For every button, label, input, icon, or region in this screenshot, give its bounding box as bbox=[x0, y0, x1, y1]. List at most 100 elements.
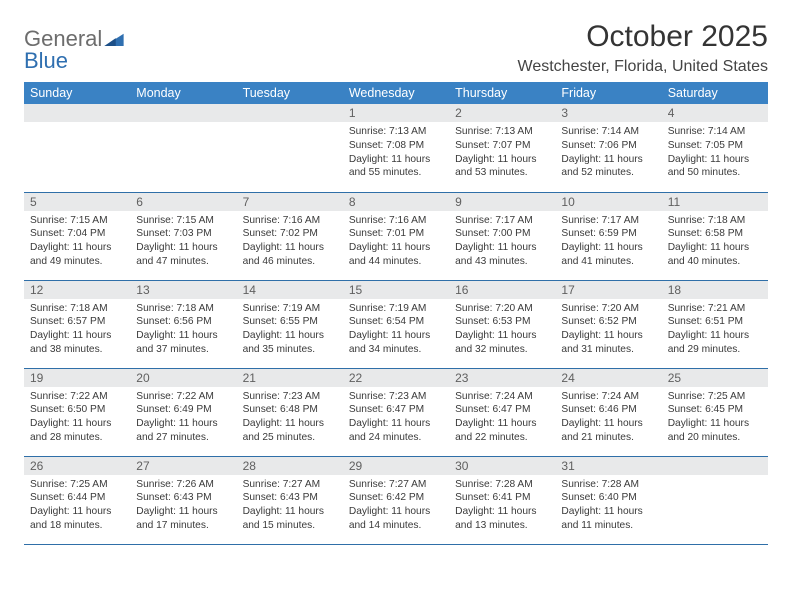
calendar-cell: 15Sunrise: 7:19 AMSunset: 6:54 PMDayligh… bbox=[343, 280, 449, 368]
daylight-text: Daylight: 11 hours and 38 minutes. bbox=[30, 329, 124, 357]
daylight-text: Daylight: 11 hours and 40 minutes. bbox=[668, 241, 762, 269]
cell-body: Sunrise: 7:19 AMSunset: 6:55 PMDaylight:… bbox=[237, 299, 343, 361]
date-number: 31 bbox=[555, 457, 661, 475]
cell-body: Sunrise: 7:20 AMSunset: 6:52 PMDaylight:… bbox=[555, 299, 661, 361]
calendar-table: Sunday Monday Tuesday Wednesday Thursday… bbox=[24, 82, 768, 545]
date-number: 25 bbox=[662, 369, 768, 387]
calendar-row: 5Sunrise: 7:15 AMSunset: 7:04 PMDaylight… bbox=[24, 192, 768, 280]
cell-body: Sunrise: 7:19 AMSunset: 6:54 PMDaylight:… bbox=[343, 299, 449, 361]
date-number: 8 bbox=[343, 193, 449, 211]
calendar-cell: 14Sunrise: 7:19 AMSunset: 6:55 PMDayligh… bbox=[237, 280, 343, 368]
sunrise-text: Sunrise: 7:18 AM bbox=[136, 302, 230, 316]
daylight-text: Daylight: 11 hours and 55 minutes. bbox=[349, 153, 443, 181]
cell-body: Sunrise: 7:25 AMSunset: 6:44 PMDaylight:… bbox=[24, 475, 130, 537]
logo-blue: Blue bbox=[24, 50, 124, 72]
calendar-cell: 11Sunrise: 7:18 AMSunset: 6:58 PMDayligh… bbox=[662, 192, 768, 280]
cell-body: Sunrise: 7:23 AMSunset: 6:48 PMDaylight:… bbox=[237, 387, 343, 449]
header: GeneralBlue October 2025 Westchester, Fl… bbox=[24, 20, 768, 76]
cell-body bbox=[662, 475, 768, 535]
daylight-text: Daylight: 11 hours and 11 minutes. bbox=[561, 505, 655, 533]
date-number: 20 bbox=[130, 369, 236, 387]
calendar-cell: 26Sunrise: 7:25 AMSunset: 6:44 PMDayligh… bbox=[24, 456, 130, 544]
sunrise-text: Sunrise: 7:14 AM bbox=[668, 125, 762, 139]
daylight-text: Daylight: 11 hours and 34 minutes. bbox=[349, 329, 443, 357]
calendar-row: 1Sunrise: 7:13 AMSunset: 7:08 PMDaylight… bbox=[24, 104, 768, 192]
daylight-text: Daylight: 11 hours and 22 minutes. bbox=[455, 417, 549, 445]
day-header: Sunday bbox=[24, 82, 130, 104]
sunset-text: Sunset: 7:00 PM bbox=[455, 227, 549, 241]
sunrise-text: Sunrise: 7:24 AM bbox=[455, 390, 549, 404]
calendar-cell-empty bbox=[130, 104, 236, 192]
day-header: Tuesday bbox=[237, 82, 343, 104]
sunrise-text: Sunrise: 7:20 AM bbox=[561, 302, 655, 316]
sunrise-text: Sunrise: 7:28 AM bbox=[455, 478, 549, 492]
day-header: Thursday bbox=[449, 82, 555, 104]
calendar-cell: 3Sunrise: 7:14 AMSunset: 7:06 PMDaylight… bbox=[555, 104, 661, 192]
sunrise-text: Sunrise: 7:26 AM bbox=[136, 478, 230, 492]
sunrise-text: Sunrise: 7:25 AM bbox=[30, 478, 124, 492]
sunset-text: Sunset: 6:48 PM bbox=[243, 403, 337, 417]
daylight-text: Daylight: 11 hours and 35 minutes. bbox=[243, 329, 337, 357]
daylight-text: Daylight: 11 hours and 47 minutes. bbox=[136, 241, 230, 269]
date-number bbox=[24, 104, 130, 122]
calendar-row: 19Sunrise: 7:22 AMSunset: 6:50 PMDayligh… bbox=[24, 368, 768, 456]
sunset-text: Sunset: 6:55 PM bbox=[243, 315, 337, 329]
cell-body: Sunrise: 7:24 AMSunset: 6:47 PMDaylight:… bbox=[449, 387, 555, 449]
cell-body bbox=[130, 122, 236, 182]
cell-body: Sunrise: 7:13 AMSunset: 7:07 PMDaylight:… bbox=[449, 122, 555, 184]
daylight-text: Daylight: 11 hours and 21 minutes. bbox=[561, 417, 655, 445]
date-number: 4 bbox=[662, 104, 768, 122]
daylight-text: Daylight: 11 hours and 17 minutes. bbox=[136, 505, 230, 533]
date-number bbox=[662, 457, 768, 475]
cell-body: Sunrise: 7:28 AMSunset: 6:41 PMDaylight:… bbox=[449, 475, 555, 537]
sunset-text: Sunset: 6:47 PM bbox=[455, 403, 549, 417]
sunset-text: Sunset: 6:54 PM bbox=[349, 315, 443, 329]
logo-general: General bbox=[24, 28, 102, 50]
calendar-cell: 25Sunrise: 7:25 AMSunset: 6:45 PMDayligh… bbox=[662, 368, 768, 456]
cell-body: Sunrise: 7:14 AMSunset: 7:06 PMDaylight:… bbox=[555, 122, 661, 184]
daylight-text: Daylight: 11 hours and 25 minutes. bbox=[243, 417, 337, 445]
date-number: 29 bbox=[343, 457, 449, 475]
calendar-cell: 29Sunrise: 7:27 AMSunset: 6:42 PMDayligh… bbox=[343, 456, 449, 544]
calendar-cell: 19Sunrise: 7:22 AMSunset: 6:50 PMDayligh… bbox=[24, 368, 130, 456]
sunset-text: Sunset: 6:53 PM bbox=[455, 315, 549, 329]
sunset-text: Sunset: 6:44 PM bbox=[30, 491, 124, 505]
date-number: 6 bbox=[130, 193, 236, 211]
date-number: 16 bbox=[449, 281, 555, 299]
sunrise-text: Sunrise: 7:17 AM bbox=[561, 214, 655, 228]
sunset-text: Sunset: 7:06 PM bbox=[561, 139, 655, 153]
daylight-text: Daylight: 11 hours and 41 minutes. bbox=[561, 241, 655, 269]
calendar-cell: 8Sunrise: 7:16 AMSunset: 7:01 PMDaylight… bbox=[343, 192, 449, 280]
cell-body: Sunrise: 7:28 AMSunset: 6:40 PMDaylight:… bbox=[555, 475, 661, 537]
sunset-text: Sunset: 6:43 PM bbox=[243, 491, 337, 505]
logo-triangle-icon bbox=[104, 32, 124, 50]
sunset-text: Sunset: 7:07 PM bbox=[455, 139, 549, 153]
cell-body: Sunrise: 7:18 AMSunset: 6:58 PMDaylight:… bbox=[662, 211, 768, 273]
calendar-cell: 28Sunrise: 7:27 AMSunset: 6:43 PMDayligh… bbox=[237, 456, 343, 544]
sunrise-text: Sunrise: 7:22 AM bbox=[30, 390, 124, 404]
sunset-text: Sunset: 7:03 PM bbox=[136, 227, 230, 241]
daylight-text: Daylight: 11 hours and 52 minutes. bbox=[561, 153, 655, 181]
cell-body: Sunrise: 7:21 AMSunset: 6:51 PMDaylight:… bbox=[662, 299, 768, 361]
sunset-text: Sunset: 7:05 PM bbox=[668, 139, 762, 153]
sunset-text: Sunset: 6:51 PM bbox=[668, 315, 762, 329]
sunrise-text: Sunrise: 7:23 AM bbox=[349, 390, 443, 404]
calendar-cell: 10Sunrise: 7:17 AMSunset: 6:59 PMDayligh… bbox=[555, 192, 661, 280]
daylight-text: Daylight: 11 hours and 44 minutes. bbox=[349, 241, 443, 269]
sunset-text: Sunset: 6:50 PM bbox=[30, 403, 124, 417]
sunset-text: Sunset: 6:45 PM bbox=[668, 403, 762, 417]
sunrise-text: Sunrise: 7:21 AM bbox=[668, 302, 762, 316]
cell-body: Sunrise: 7:22 AMSunset: 6:50 PMDaylight:… bbox=[24, 387, 130, 449]
daylight-text: Daylight: 11 hours and 53 minutes. bbox=[455, 153, 549, 181]
calendar-row: 12Sunrise: 7:18 AMSunset: 6:57 PMDayligh… bbox=[24, 280, 768, 368]
sunrise-text: Sunrise: 7:25 AM bbox=[668, 390, 762, 404]
cell-body: Sunrise: 7:25 AMSunset: 6:45 PMDaylight:… bbox=[662, 387, 768, 449]
daylight-text: Daylight: 11 hours and 24 minutes. bbox=[349, 417, 443, 445]
calendar-cell: 4Sunrise: 7:14 AMSunset: 7:05 PMDaylight… bbox=[662, 104, 768, 192]
date-number: 9 bbox=[449, 193, 555, 211]
cell-body: Sunrise: 7:17 AMSunset: 7:00 PMDaylight:… bbox=[449, 211, 555, 273]
calendar-cell: 17Sunrise: 7:20 AMSunset: 6:52 PMDayligh… bbox=[555, 280, 661, 368]
daylight-text: Daylight: 11 hours and 43 minutes. bbox=[455, 241, 549, 269]
sunrise-text: Sunrise: 7:23 AM bbox=[243, 390, 337, 404]
daylight-text: Daylight: 11 hours and 27 minutes. bbox=[136, 417, 230, 445]
